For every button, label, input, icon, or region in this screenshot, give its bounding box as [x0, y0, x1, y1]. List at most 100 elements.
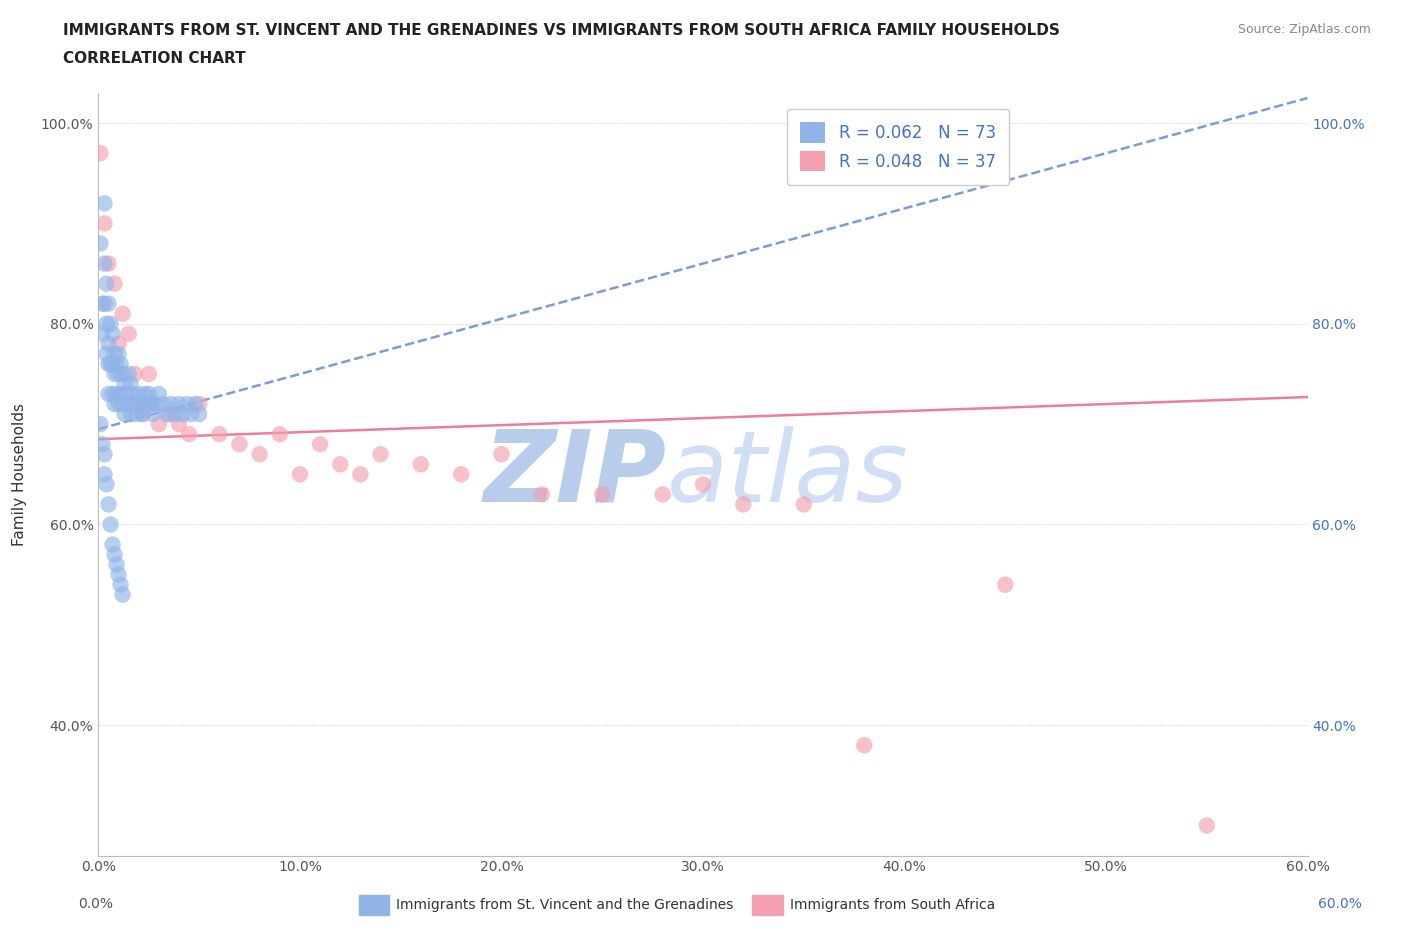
Point: [101, 538, 124, 552]
Point: [97, 356, 120, 371]
Point: [167, 417, 190, 432]
Point: [96, 316, 118, 331]
Point: [135, 396, 157, 411]
Point: [188, 406, 211, 421]
Point: [103, 347, 125, 362]
Point: [530, 487, 553, 502]
Point: [349, 467, 371, 482]
Point: [93, 256, 115, 271]
Point: [188, 396, 211, 411]
Point: [129, 396, 152, 411]
Point: [184, 396, 207, 411]
Point: [103, 366, 125, 381]
Point: [100, 316, 122, 331]
Point: [105, 356, 128, 371]
Point: [100, 517, 122, 532]
Point: [142, 406, 165, 421]
Point: [128, 396, 150, 411]
Point: [100, 356, 122, 371]
Point: [176, 396, 198, 411]
Point: [139, 396, 162, 411]
Point: [103, 396, 125, 411]
Point: [450, 467, 472, 482]
Point: [111, 396, 134, 411]
Point: [733, 497, 755, 512]
Point: [249, 446, 271, 461]
Legend: R = 0.062   N = 73, R = 0.048   N = 37: R = 0.062 N = 73, R = 0.048 N = 37: [787, 109, 1010, 185]
Point: [409, 457, 432, 472]
Point: [89, 236, 111, 251]
Point: [118, 396, 141, 411]
Point: [179, 427, 201, 442]
Point: [114, 406, 136, 421]
Point: [138, 366, 160, 381]
Point: [491, 446, 513, 461]
Point: [103, 547, 125, 562]
Point: [118, 326, 141, 341]
Point: [115, 387, 138, 402]
Point: [124, 396, 146, 411]
Point: [101, 326, 124, 341]
Point: [93, 297, 115, 312]
Point: [97, 497, 120, 512]
Point: [89, 417, 111, 432]
Point: [93, 216, 115, 231]
Point: [591, 487, 613, 502]
Point: [167, 396, 190, 411]
Point: [91, 297, 114, 312]
Point: [228, 437, 250, 452]
Point: [97, 297, 120, 312]
Point: [107, 567, 129, 582]
Point: [107, 366, 129, 381]
Point: [128, 387, 150, 402]
Point: [105, 387, 128, 402]
Point: [103, 276, 125, 291]
Text: Immigrants from St. Vincent and the Grenadines: Immigrants from St. Vincent and the Gren…: [396, 897, 734, 912]
Point: [89, 146, 111, 161]
Point: [120, 377, 142, 392]
Point: [107, 347, 129, 362]
Point: [105, 557, 128, 572]
Point: [118, 366, 141, 381]
Point: [125, 406, 148, 421]
Point: [93, 446, 115, 461]
Point: [101, 356, 124, 371]
Point: [651, 487, 673, 502]
Point: [96, 276, 118, 291]
Text: ZIP: ZIP: [484, 426, 666, 523]
Point: [132, 406, 155, 421]
Point: [96, 477, 118, 492]
Point: [111, 366, 134, 381]
Text: Immigrants from South Africa: Immigrants from South Africa: [790, 897, 995, 912]
Point: [107, 396, 129, 411]
Text: IMMIGRANTS FROM ST. VINCENT AND THE GRENADINES VS IMMIGRANTS FROM SOUTH AFRICA F: IMMIGRANTS FROM ST. VINCENT AND THE GREN…: [63, 23, 1060, 38]
Point: [370, 446, 392, 461]
Text: CORRELATION CHART: CORRELATION CHART: [63, 51, 246, 66]
Point: [994, 578, 1017, 592]
Point: [96, 347, 118, 362]
Point: [1195, 818, 1218, 833]
Point: [172, 406, 194, 421]
Point: [132, 406, 155, 421]
Point: [97, 387, 120, 402]
Point: [160, 396, 183, 411]
Point: [111, 587, 134, 602]
Point: [853, 737, 876, 752]
Point: [124, 366, 146, 381]
Text: atlas: atlas: [666, 426, 908, 523]
Text: 0.0%: 0.0%: [79, 897, 112, 911]
Point: [156, 406, 179, 421]
Point: [692, 477, 714, 492]
Point: [91, 437, 114, 452]
Point: [110, 356, 132, 371]
Point: [180, 406, 202, 421]
Point: [148, 387, 170, 402]
Point: [120, 406, 142, 421]
Point: [110, 387, 132, 402]
Point: [148, 417, 170, 432]
Point: [121, 387, 143, 402]
Point: [114, 377, 136, 392]
Point: [329, 457, 352, 472]
Point: [309, 437, 332, 452]
Text: Source: ZipAtlas.com: Source: ZipAtlas.com: [1237, 23, 1371, 36]
